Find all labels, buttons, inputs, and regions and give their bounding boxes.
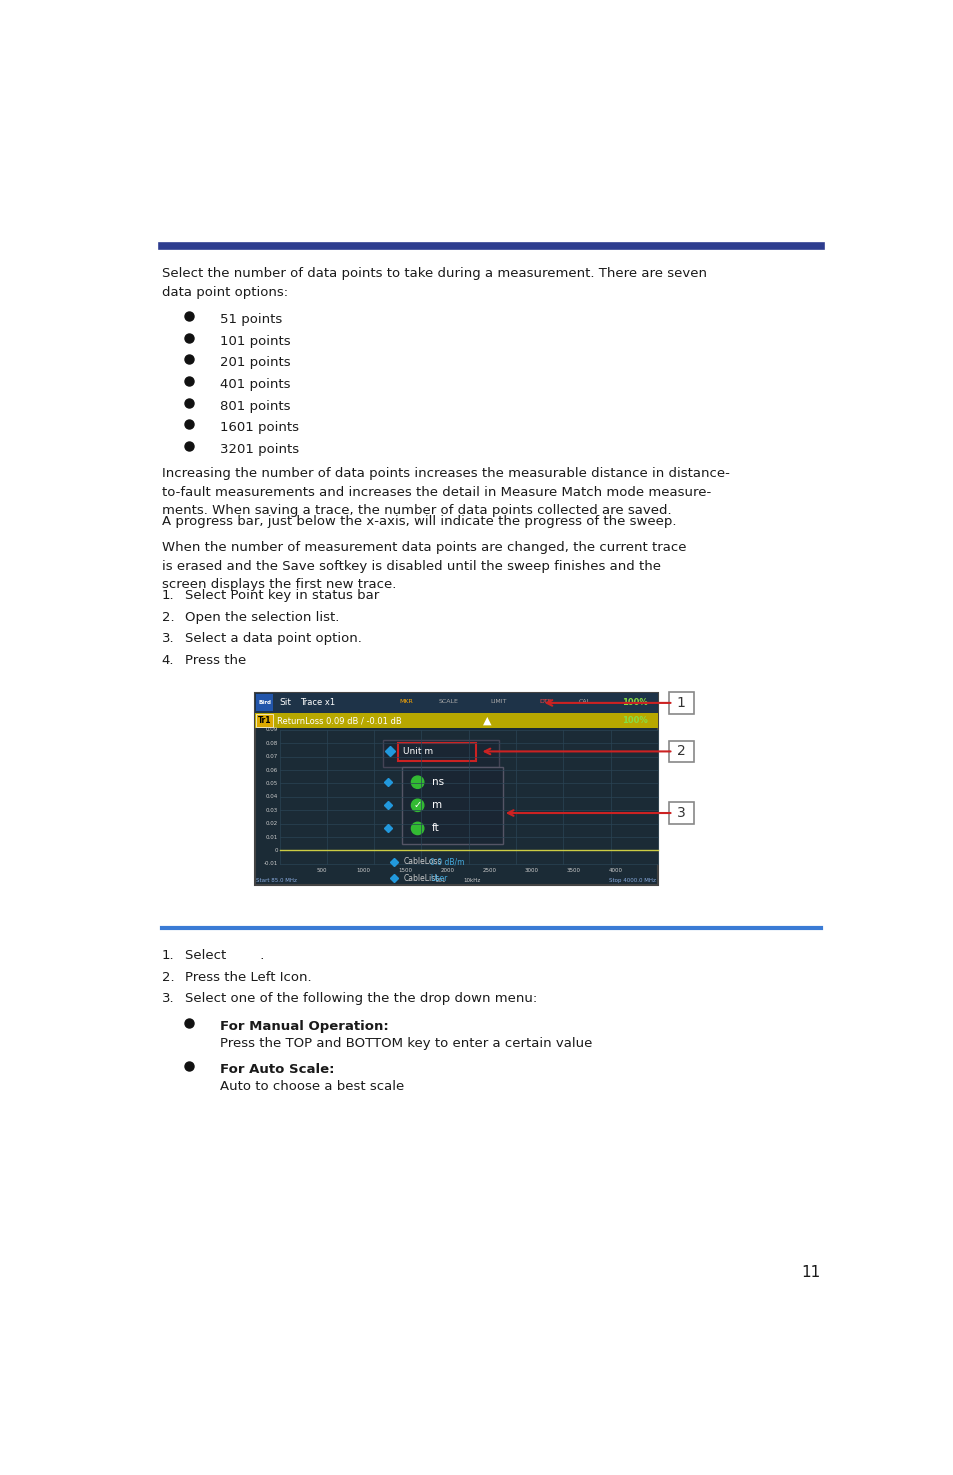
Text: For Manual Operation:: For Manual Operation:	[220, 1021, 388, 1032]
Text: Tr1: Tr1	[258, 717, 272, 726]
Text: Press the: Press the	[185, 653, 246, 667]
Text: Select        .: Select .	[185, 950, 264, 962]
Text: 3.: 3.	[162, 993, 174, 1006]
Text: m: m	[431, 801, 441, 810]
Text: Press the Left Icon.: Press the Left Icon.	[185, 971, 312, 984]
Text: ft: ft	[431, 823, 439, 833]
Text: 401 points: 401 points	[220, 378, 291, 391]
Bar	[397, 743, 476, 761]
Text: 4000: 4000	[608, 869, 622, 873]
Text: 0.09: 0.09	[266, 727, 278, 733]
Bar	[668, 802, 693, 825]
Bar	[668, 692, 693, 714]
Text: LIMIT: LIMIT	[490, 699, 507, 704]
Bar	[382, 740, 498, 767]
Text: 1.: 1.	[162, 950, 174, 962]
Bar	[254, 693, 658, 712]
Bar	[279, 730, 658, 864]
Text: 0: 0	[274, 848, 278, 853]
Text: Start 85.0 MHz: Start 85.0 MHz	[256, 878, 297, 884]
Text: Select the number of data points to take during a measurement. There are seven
d: Select the number of data points to take…	[162, 267, 706, 298]
Text: Press the TOP and BOTTOM key to enter a certain value: Press the TOP and BOTTOM key to enter a …	[220, 1037, 592, 1050]
Bar	[402, 767, 502, 844]
Bar	[254, 712, 658, 729]
Text: 101 points: 101 points	[220, 335, 291, 348]
Text: 1: 1	[676, 696, 685, 709]
Text: CAL: CAL	[578, 699, 590, 704]
Bar	[256, 695, 274, 711]
Text: 2.: 2.	[162, 611, 174, 624]
Text: 0.07: 0.07	[266, 754, 278, 760]
Text: 201: 201	[436, 878, 446, 884]
Text: 1601 points: 1601 points	[220, 420, 298, 434]
Text: 0.06: 0.06	[266, 767, 278, 773]
Text: 4.: 4.	[162, 653, 174, 667]
Text: A progress bar, just below the x-axis, will indicate the progress of the sweep.: A progress bar, just below the x-axis, w…	[162, 515, 676, 528]
Text: 0.05: 0.05	[266, 780, 278, 786]
Text: 1.: 1.	[162, 589, 174, 602]
Text: ReturnLoss 0.09 dB / -0.01 dB: ReturnLoss 0.09 dB / -0.01 dB	[276, 717, 401, 726]
Text: ns: ns	[431, 777, 443, 788]
Text: Select Point key in status bar: Select Point key in status bar	[185, 589, 379, 602]
Circle shape	[411, 822, 423, 835]
Text: 801 points: 801 points	[220, 400, 291, 413]
Text: ▲: ▲	[482, 715, 491, 726]
Text: 3: 3	[676, 805, 685, 820]
Text: User: User	[430, 875, 447, 884]
Text: 10kHz: 10kHz	[463, 878, 480, 884]
Text: 3000: 3000	[524, 869, 538, 873]
Bar	[668, 740, 693, 763]
Circle shape	[411, 799, 423, 811]
Text: Increasing the number of data points increases the measurable distance in distan: Increasing the number of data points inc…	[162, 468, 729, 518]
Text: Select one of the following the the drop down menu:: Select one of the following the the drop…	[185, 993, 537, 1006]
Text: 3500: 3500	[566, 869, 580, 873]
Text: DTF: DTF	[538, 699, 551, 704]
Bar	[254, 693, 658, 885]
Text: 0.0 dB/m: 0.0 dB/m	[430, 857, 464, 866]
Text: 0.02: 0.02	[266, 822, 278, 826]
Text: 500: 500	[316, 869, 327, 873]
Text: SCALE: SCALE	[438, 699, 458, 704]
Text: 2000: 2000	[440, 869, 455, 873]
Text: 1000: 1000	[356, 869, 371, 873]
Text: 100%: 100%	[621, 698, 647, 708]
Text: 0.04: 0.04	[266, 795, 278, 799]
Text: 0.08: 0.08	[266, 740, 278, 746]
Text: 2: 2	[676, 745, 685, 758]
Text: MKR: MKR	[398, 699, 413, 704]
Text: 2.: 2.	[162, 971, 174, 984]
Text: 0.03: 0.03	[266, 808, 278, 813]
Bar	[256, 714, 274, 727]
Text: Unit m: Unit m	[402, 746, 433, 755]
Text: Open the selection list.: Open the selection list.	[185, 611, 339, 624]
Text: 1500: 1500	[398, 869, 413, 873]
Text: When the number of measurement data points are changed, the current trace
is era: When the number of measurement data poin…	[162, 541, 685, 591]
Text: Bird: Bird	[258, 701, 272, 705]
Text: CableLoss: CableLoss	[403, 857, 441, 866]
Text: 2500: 2500	[482, 869, 497, 873]
Text: 3201 points: 3201 points	[220, 442, 299, 456]
Text: Auto to choose a best scale: Auto to choose a best scale	[220, 1080, 404, 1093]
Text: Sit: Sit	[279, 698, 292, 708]
Text: 100%: 100%	[621, 717, 647, 726]
Text: Trace x1: Trace x1	[299, 698, 335, 708]
Text: ✓: ✓	[414, 801, 421, 810]
Text: CableList: CableList	[403, 875, 438, 884]
Text: 201 points: 201 points	[220, 357, 291, 369]
Text: -0.01: -0.01	[264, 861, 278, 866]
Text: 0.01: 0.01	[266, 835, 278, 839]
Text: Stop 4000.0 MHz: Stop 4000.0 MHz	[609, 878, 656, 884]
Text: Select a data point option.: Select a data point option.	[185, 633, 361, 645]
Circle shape	[411, 776, 423, 788]
Text: For Auto Scale:: For Auto Scale:	[220, 1063, 335, 1077]
Text: 11: 11	[801, 1266, 820, 1280]
Text: 51 points: 51 points	[220, 313, 282, 326]
Text: 3.: 3.	[162, 633, 174, 645]
